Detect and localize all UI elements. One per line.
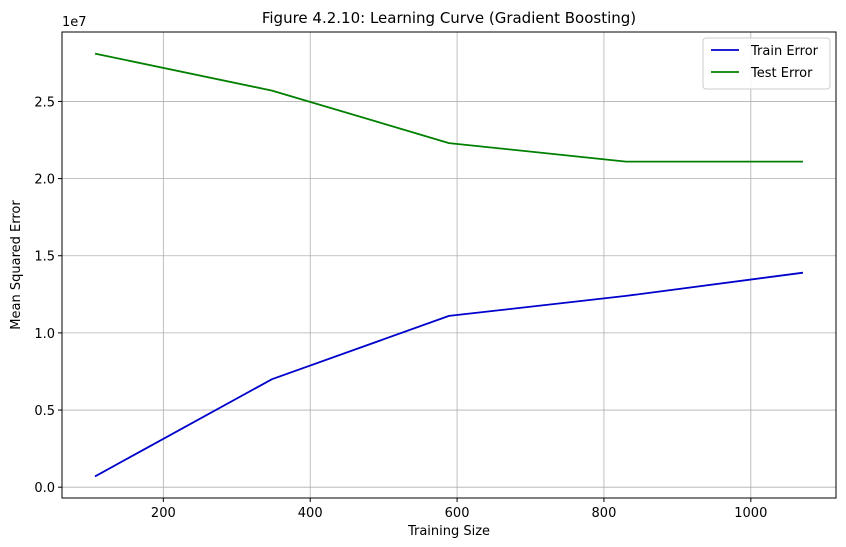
- data-point: [448, 142, 450, 144]
- y-axis-label: Mean Squared Error: [9, 200, 24, 330]
- chart-title: Figure 4.2.10: Learning Curve (Gradient …: [262, 9, 636, 27]
- y-axis-ticks: 0.0 0.5 1.0 1.5 2.0 2.5: [34, 95, 62, 496]
- data-point: [625, 295, 627, 297]
- data-point: [448, 315, 450, 317]
- data-point: [802, 272, 804, 274]
- y-tick-label: 0.5: [34, 404, 55, 419]
- x-axis-label: Training Size: [407, 524, 490, 539]
- x-tick-label: 600: [445, 506, 470, 521]
- x-tick-label: 800: [592, 506, 617, 521]
- data-point: [94, 53, 96, 55]
- y-tick-label: 1.0: [34, 327, 55, 342]
- legend-label-train: Train Error: [750, 44, 819, 59]
- series-line-train-error: [94, 271, 804, 478]
- legend: Train Error Test Error: [702, 37, 831, 90]
- data-point: [94, 475, 96, 477]
- series-line-test-error: [94, 52, 803, 163]
- y-tick-label: 2.5: [34, 95, 55, 110]
- data-point: [271, 378, 273, 380]
- y-tick-label: 1.5: [34, 250, 55, 265]
- y-tick-label: 0.0: [34, 481, 55, 496]
- y-offset-label: 1e7: [62, 15, 87, 30]
- x-axis-ticks: 200 400 600 800 1000: [151, 498, 767, 521]
- data-point: [625, 161, 627, 163]
- x-tick-label: 200: [151, 506, 176, 521]
- legend-label-test: Test Error: [750, 66, 813, 81]
- data-point: [802, 161, 804, 163]
- grid-layer: [62, 32, 836, 498]
- x-tick-label: 1000: [734, 506, 767, 521]
- x-tick-label: 400: [298, 506, 323, 521]
- y-tick-label: 2.0: [34, 173, 55, 188]
- data-point: [271, 90, 273, 92]
- plot-frame: [61, 31, 837, 499]
- series-layer: [94, 52, 804, 478]
